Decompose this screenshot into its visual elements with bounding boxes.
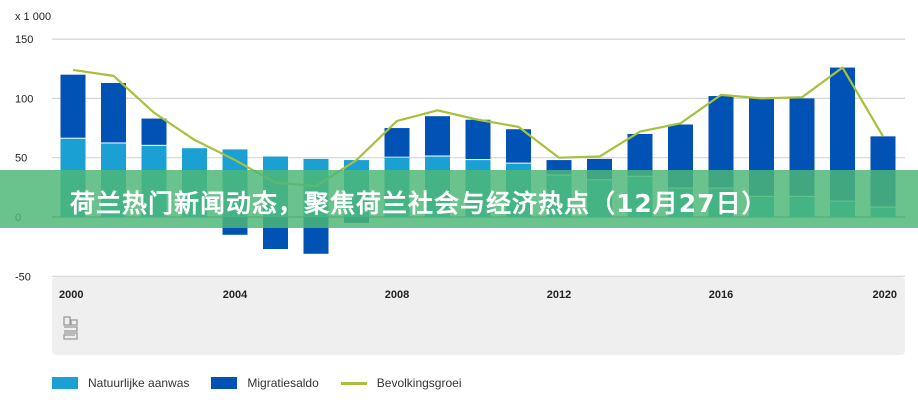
y-tick-label: 50 bbox=[15, 153, 27, 165]
y-tick-label: 150 bbox=[15, 34, 33, 46]
y-tick-label: -50 bbox=[15, 271, 31, 283]
headline-banner bbox=[0, 170, 918, 228]
headline-text: 荷兰热门新闻动态，聚焦荷兰社会与经济热点（12月27日） bbox=[70, 189, 768, 218]
x-tick-label: 2016 bbox=[709, 289, 733, 301]
legend-label: Bevolkingsgroei bbox=[376, 376, 462, 390]
y-tick-label: 100 bbox=[15, 93, 33, 105]
bar-migratiesaldo bbox=[101, 82, 126, 143]
cbs-logo bbox=[63, 316, 78, 340]
legend: Natuurlijke aanwas Migratiesaldo Bevolki… bbox=[52, 376, 483, 390]
legend-item-natural: Natuurlijke aanwas bbox=[52, 376, 189, 390]
x-tick-label: 2004 bbox=[223, 289, 248, 301]
legend-item-migration: Migratiesaldo bbox=[211, 376, 319, 390]
bar-migratiesaldo bbox=[141, 118, 167, 145]
bar-migratiesaldo bbox=[506, 129, 531, 163]
legend-item-growth: Bevolkingsgroei bbox=[340, 376, 462, 390]
legend-label: Migratiesaldo bbox=[247, 376, 319, 390]
bar-migratiesaldo bbox=[627, 133, 653, 176]
bar-migratiesaldo bbox=[425, 116, 450, 156]
line-bevolkingsgroei bbox=[72, 66, 884, 188]
x-tick-label: 2008 bbox=[385, 289, 409, 301]
legend-swatch bbox=[52, 377, 78, 389]
x-tick-label: 2020 bbox=[873, 289, 897, 301]
bar-migratiesaldo bbox=[384, 128, 410, 157]
legend-swatch bbox=[340, 381, 367, 385]
bar-migratiesaldo bbox=[465, 119, 491, 160]
x-axis-band bbox=[52, 277, 905, 355]
bar-migratiesaldo bbox=[60, 74, 86, 138]
legend-swatch bbox=[211, 377, 238, 389]
x-tick-label: 2000 bbox=[59, 289, 83, 301]
unit-label: x 1 000 bbox=[15, 11, 51, 23]
x-tick-label: 2012 bbox=[547, 289, 571, 301]
legend-label: Natuurlijke aanwas bbox=[88, 376, 190, 390]
